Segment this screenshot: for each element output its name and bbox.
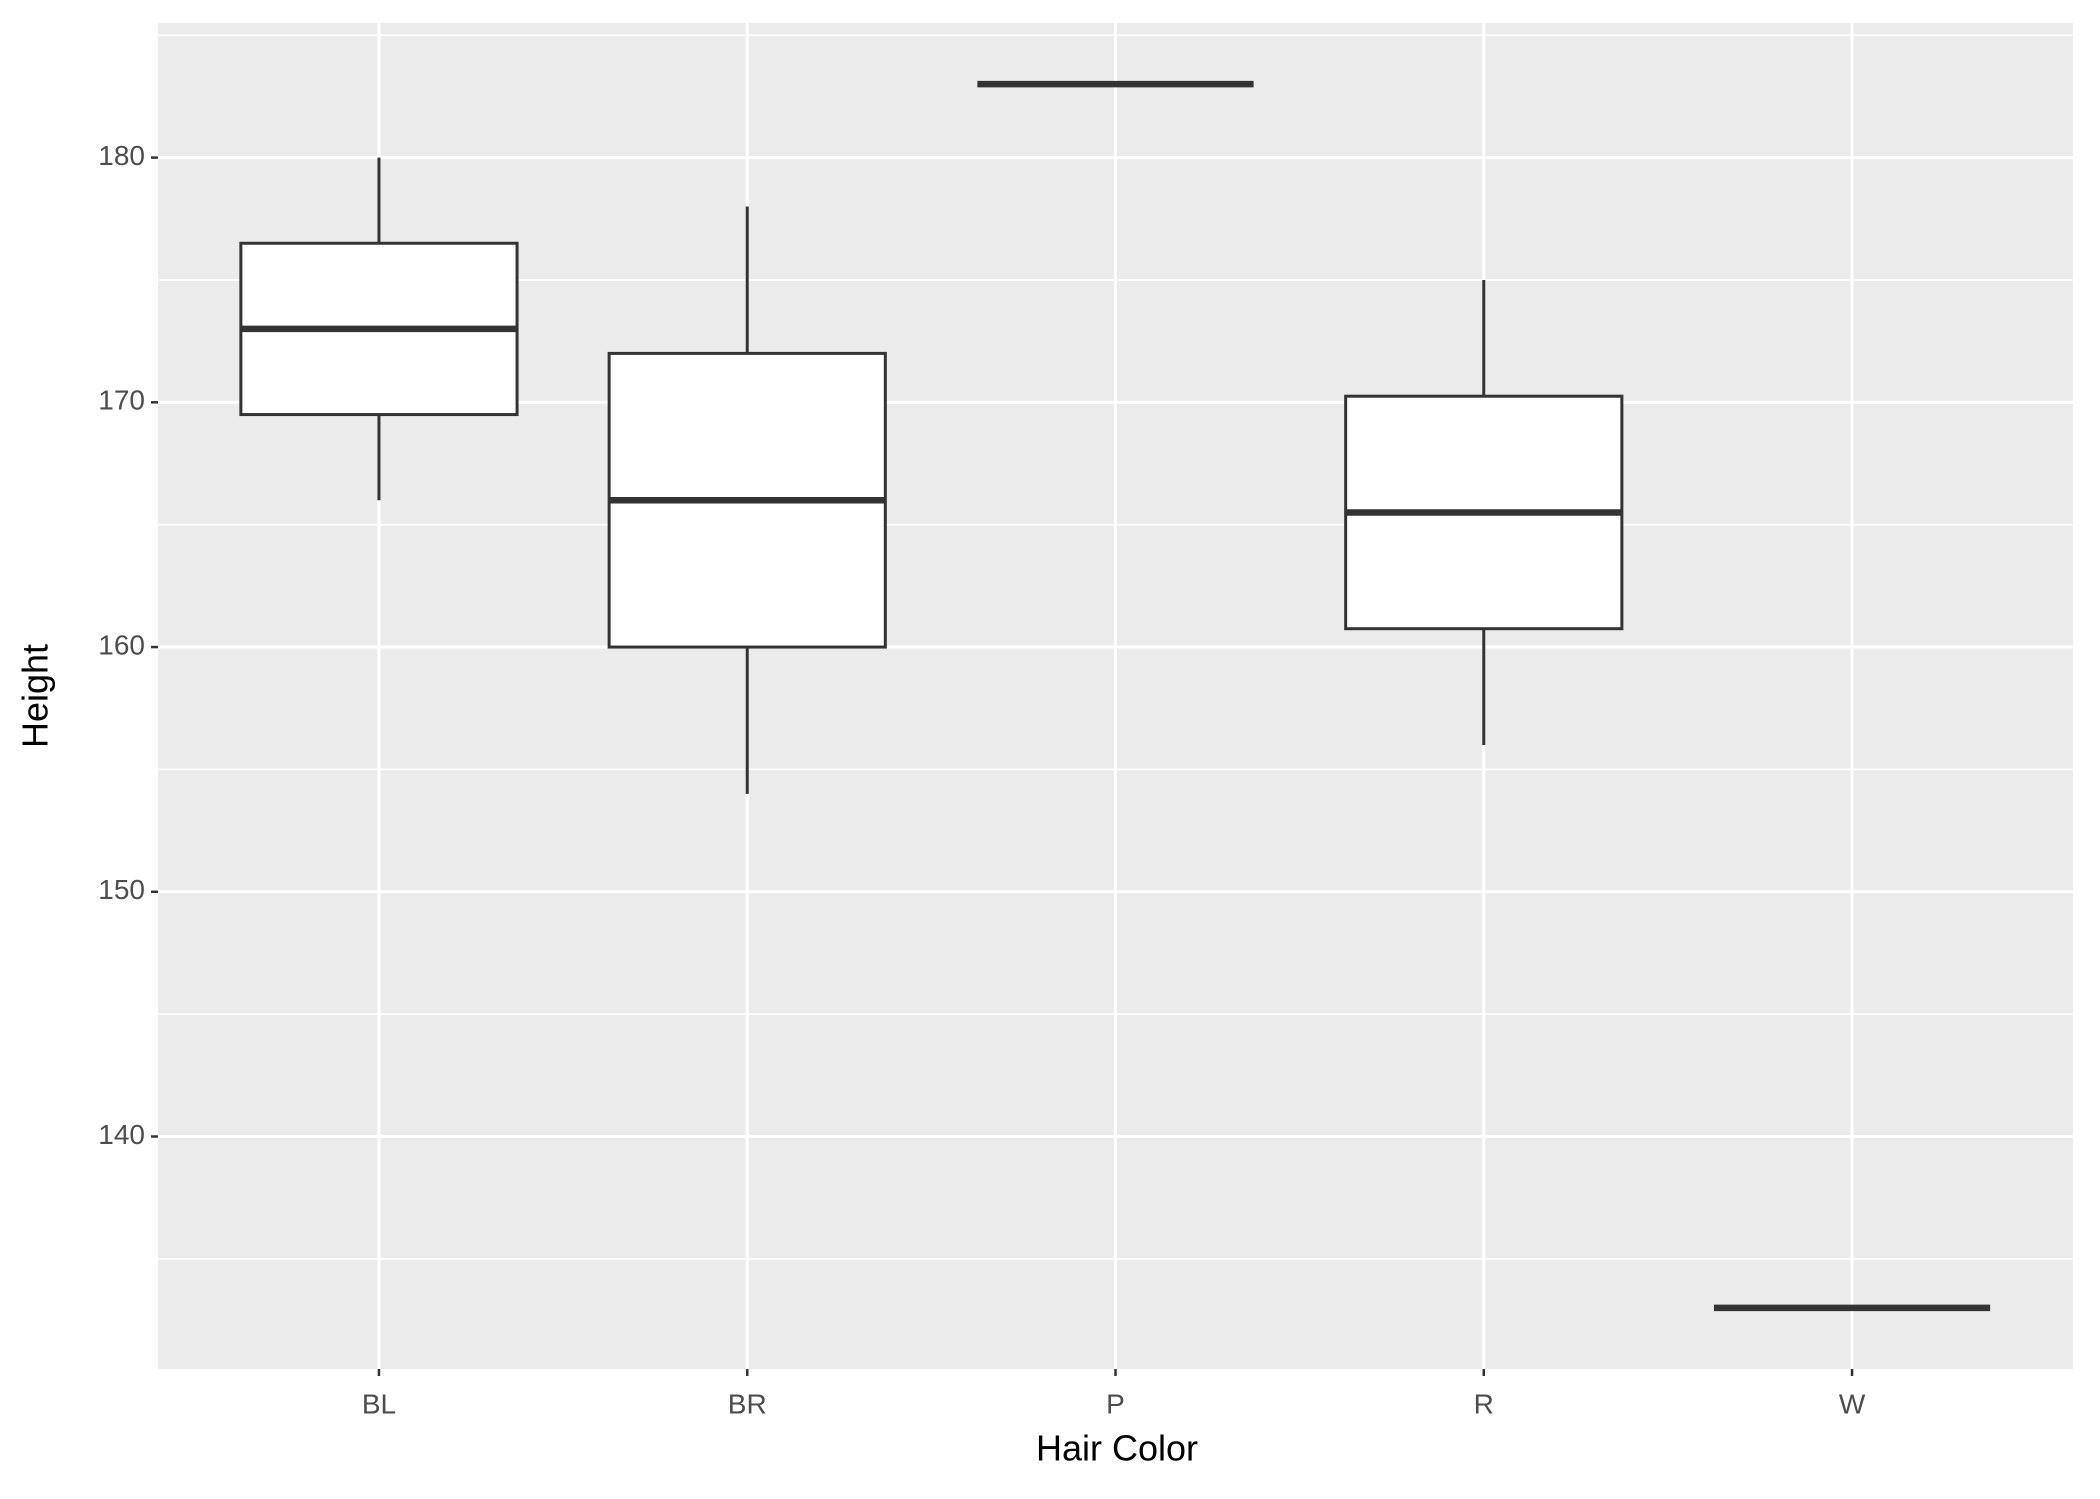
x-tick-label: BL: [362, 1388, 396, 1419]
x-axis-title: Hair Color: [1036, 1428, 1198, 1469]
y-tick-label: 160: [98, 629, 145, 660]
x-tick-label: R: [1474, 1388, 1494, 1419]
y-tick-label: 180: [98, 140, 145, 171]
x-tick-label: P: [1106, 1388, 1125, 1419]
x-tick-label: W: [1839, 1388, 1866, 1419]
y-axis-title: Height: [15, 644, 56, 748]
y-tick-label: 170: [98, 385, 145, 416]
y-tick-label: 150: [98, 874, 145, 905]
y-tick-label: 140: [98, 1119, 145, 1150]
x-tick-label: BR: [728, 1388, 767, 1419]
